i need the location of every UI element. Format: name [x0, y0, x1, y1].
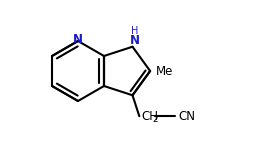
Text: 2: 2	[152, 115, 158, 124]
Text: N: N	[73, 32, 83, 45]
Text: CN: CN	[178, 110, 195, 123]
Text: H: H	[131, 26, 138, 36]
Text: Me: Me	[155, 65, 173, 78]
Text: N: N	[130, 34, 140, 47]
Text: CH: CH	[141, 110, 158, 123]
